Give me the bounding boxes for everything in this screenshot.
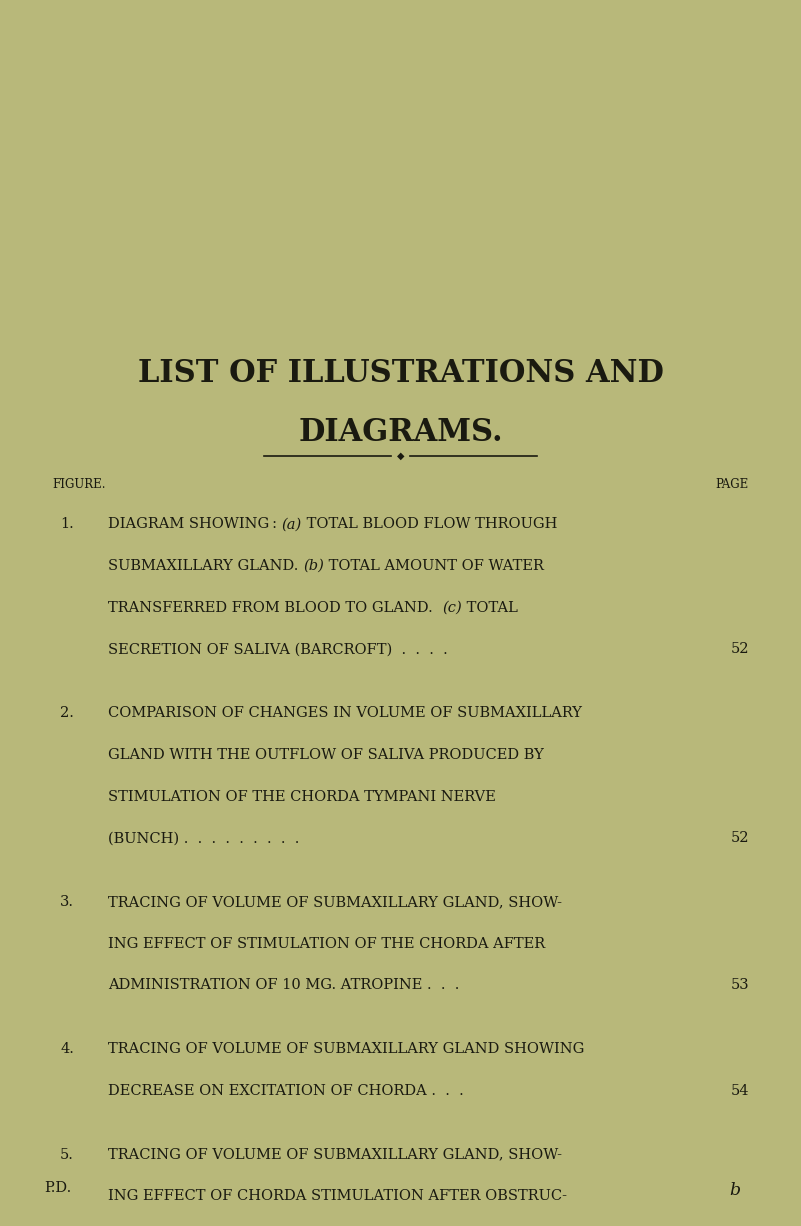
Text: 3.: 3. — [60, 895, 74, 908]
Text: 52: 52 — [731, 831, 749, 845]
Text: (BUNCH) .  .  .  .  .  .  .  .  .: (BUNCH) . . . . . . . . . — [108, 831, 300, 845]
Text: ING EFFECT OF CHORDA STIMULATION AFTER OBSTRUC-: ING EFFECT OF CHORDA STIMULATION AFTER O… — [108, 1189, 567, 1203]
Text: STIMULATION OF THE CHORDA TYMPANI NERVE: STIMULATION OF THE CHORDA TYMPANI NERVE — [108, 790, 496, 803]
Text: TOTAL: TOTAL — [462, 601, 517, 614]
Text: DECREASE ON EXCITATION OF CHORDA .  .  .: DECREASE ON EXCITATION OF CHORDA . . . — [108, 1084, 464, 1097]
Text: TRANSFERRED FROM BLOOD TO GLAND.: TRANSFERRED FROM BLOOD TO GLAND. — [108, 601, 442, 614]
Text: 52: 52 — [731, 642, 749, 656]
Text: 53: 53 — [731, 978, 749, 992]
Text: SECRETION OF SALIVA (BARCROFT)  .  .  .  .: SECRETION OF SALIVA (BARCROFT) . . . . — [108, 642, 448, 656]
Text: GLAND WITH THE OUTFLOW OF SALIVA PRODUCED BY: GLAND WITH THE OUTFLOW OF SALIVA PRODUCE… — [108, 748, 544, 761]
Text: DIAGRAM SHOWING :: DIAGRAM SHOWING : — [108, 517, 282, 531]
Text: (c): (c) — [442, 601, 462, 614]
Text: PAGE: PAGE — [715, 478, 749, 490]
Text: TOTAL BLOOD FLOW THROUGH: TOTAL BLOOD FLOW THROUGH — [302, 517, 557, 531]
Text: P.D.: P.D. — [44, 1182, 71, 1195]
Text: 2.: 2. — [60, 706, 74, 720]
Text: ◆: ◆ — [396, 451, 405, 461]
Text: TOTAL AMOUNT OF WATER: TOTAL AMOUNT OF WATER — [324, 559, 544, 573]
Text: 5.: 5. — [60, 1148, 74, 1161]
Text: FIGURE.: FIGURE. — [52, 478, 106, 490]
Text: TRACING OF VOLUME OF SUBMAXILLARY GLAND SHOWING: TRACING OF VOLUME OF SUBMAXILLARY GLAND … — [108, 1042, 585, 1056]
Text: LIST OF ILLUSTRATIONS AND: LIST OF ILLUSTRATIONS AND — [138, 358, 663, 390]
Text: (b): (b) — [303, 559, 324, 573]
Text: b: b — [729, 1182, 740, 1199]
Text: ADMINISTRATION OF 10 MG. ATROPINE .  .  .: ADMINISTRATION OF 10 MG. ATROPINE . . . — [108, 978, 460, 992]
Text: DIAGRAMS.: DIAGRAMS. — [298, 417, 503, 449]
Text: TRACING OF VOLUME OF SUBMAXILLARY GLAND, SHOW-: TRACING OF VOLUME OF SUBMAXILLARY GLAND,… — [108, 895, 562, 908]
Text: COMPARISON OF CHANGES IN VOLUME OF SUBMAXILLARY: COMPARISON OF CHANGES IN VOLUME OF SUBMA… — [108, 706, 582, 720]
Text: ING EFFECT OF STIMULATION OF THE CHORDA AFTER: ING EFFECT OF STIMULATION OF THE CHORDA … — [108, 937, 545, 950]
Text: 4.: 4. — [60, 1042, 74, 1056]
Text: TRACING OF VOLUME OF SUBMAXILLARY GLAND, SHOW-: TRACING OF VOLUME OF SUBMAXILLARY GLAND,… — [108, 1148, 562, 1161]
Text: SUBMAXILLARY GLAND.: SUBMAXILLARY GLAND. — [108, 559, 303, 573]
Text: (a): (a) — [282, 517, 302, 531]
Text: 1.: 1. — [60, 517, 74, 531]
Text: 54: 54 — [731, 1084, 749, 1097]
